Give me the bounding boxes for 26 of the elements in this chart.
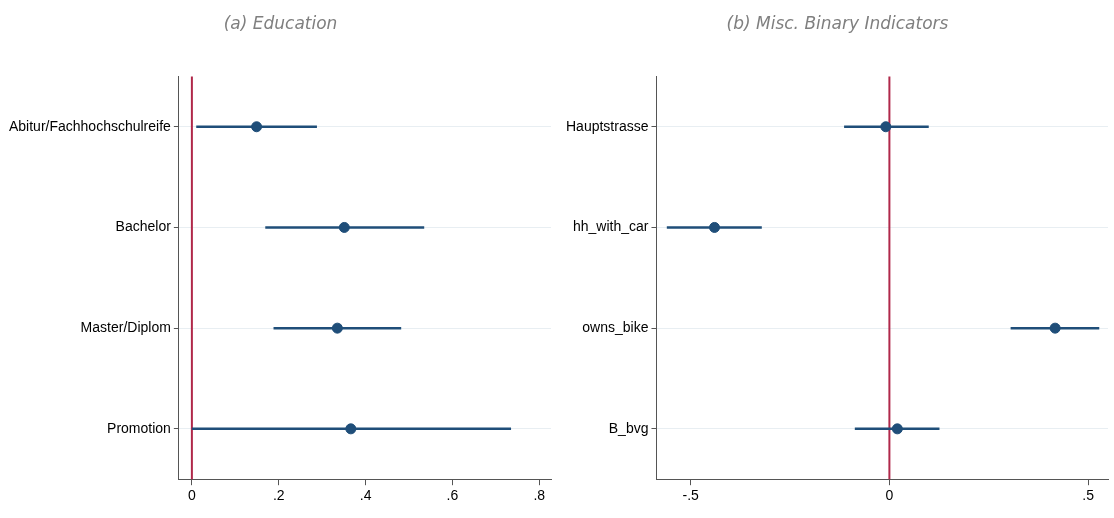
y-tick-label: Abitur/Fachhochschulreife	[8, 117, 172, 134]
y-tick-label: Master/Diplom	[80, 319, 171, 336]
x-tick-label: .4	[359, 487, 372, 504]
point	[345, 423, 357, 435]
point	[251, 121, 263, 133]
y-tick-label: hh_with_car	[572, 218, 649, 235]
point	[880, 121, 892, 133]
y-tick-label: B_bvg	[608, 419, 649, 436]
x-tick-label: .8	[533, 487, 546, 504]
x-tick-label: .5	[1082, 487, 1095, 504]
point	[1049, 322, 1061, 334]
point	[709, 221, 721, 233]
chart-title: (a) Education	[223, 12, 338, 33]
x-tick-label: .2	[272, 487, 285, 504]
y-tick-label: Promotion	[107, 419, 171, 436]
y-tick-label: owns_bike	[582, 319, 649, 336]
point	[338, 221, 350, 233]
chart-title: (b) Misc. Binary Indicators	[726, 12, 949, 33]
x-tick-label: 0	[885, 487, 894, 504]
point	[891, 423, 903, 435]
y-tick-label: Hauptstrasse	[566, 117, 649, 134]
x-tick-label: 0	[187, 487, 196, 504]
x-tick-label: .6	[446, 487, 459, 504]
point	[331, 322, 343, 334]
y-tick-label: Bachelor	[115, 218, 172, 235]
x-tick-label: -.5	[682, 487, 700, 504]
